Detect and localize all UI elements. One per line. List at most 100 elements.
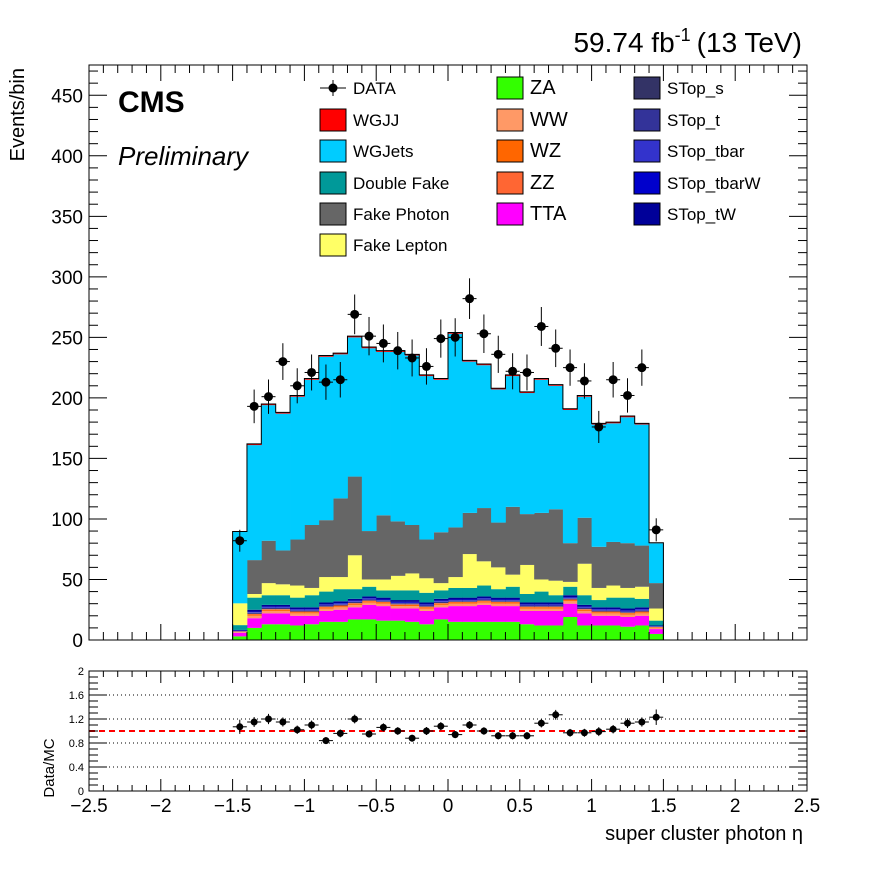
bar-stop_t-25 [591,610,607,611]
bar-stop_s-9 [361,600,377,601]
bar-za-19 [505,621,521,640]
x-tick-label-0: −2.5 [70,796,108,817]
bar-stop_tbar-11 [390,602,406,604]
bar-wgjets-0 [232,531,248,604]
bar-za-28 [634,625,650,640]
bar-stop_tw-3 [275,604,291,607]
bar-stop_tbarw-19 [505,599,521,601]
bar-fake-lepton-15 [448,577,463,588]
bar-stop_tw-1 [246,609,262,612]
bar-fake-lepton-11 [390,575,406,591]
legend-label: STop_tbar [667,142,745,161]
bar-fake-photon-14 [433,532,449,584]
bar-stop_t-28 [634,610,650,611]
y-tick-label-4: 200 [51,389,83,410]
bar-wgjets-1 [246,445,262,561]
bar-fake-photon-21 [534,512,549,580]
bar-stop_tbarw-20 [519,604,535,605]
bar-fake-photon-7 [333,498,348,578]
ratio-y-tick-label-1: 0.4 [69,762,84,774]
bar-stop_tbar-27 [620,610,636,612]
bar-stop_t-13 [419,605,435,607]
x-tick-label-6: 0.5 [507,796,533,817]
bar-stop_tbarw-23 [562,597,578,598]
data-point-27 [620,378,635,413]
y-tick-label-3: 150 [51,449,83,470]
bar-stop_tw-2 [261,604,277,607]
bar-zz-25 [591,611,607,613]
ratio-point-3 [275,717,290,727]
bar-stop_s-26 [605,610,621,612]
legend-entry-data: DATA [320,79,396,98]
bar-tta-5 [304,615,320,625]
legend-label: STop_tbarW [667,174,761,193]
bar-stop_tbar-4 [290,609,305,611]
data-point-6 [318,364,333,400]
legend-label: WZ [530,140,561,162]
bar-fake-photon-18 [491,522,506,568]
bar-wz-25 [591,612,607,614]
y-tick-label-8: 400 [51,147,83,168]
bar-za-24 [577,625,592,640]
bar-fake-lepton-7 [333,577,348,590]
bar-double-fake-2 [261,595,277,605]
bar-za-2 [261,624,277,640]
bar-fake-photon-22 [548,509,564,581]
bar-ww-10 [376,603,391,607]
bar-stop_tw-23 [562,595,578,598]
stack-outline [232,332,664,640]
bar-wz-8 [347,603,363,605]
legend-entry-ww: WW [496,108,568,132]
bar-wz-28 [634,612,650,614]
bar-ww-0 [232,632,248,633]
bar-fake-lepton-24 [577,563,592,596]
bar-fake-photon-24 [577,517,592,564]
bar-wz-23 [562,600,578,602]
ratio-point-23 [563,728,578,737]
bar-wz-7 [333,606,348,608]
bar-fake-lepton-3 [275,584,291,596]
bar-wgjj-8 [347,336,363,338]
bar-stop_tw-20 [519,602,535,605]
bar-zz-12 [404,604,420,605]
bar-double-fake-8 [347,589,363,599]
bar-ww-3 [275,610,291,614]
data-point-19 [505,353,520,390]
bar-zz-23 [562,599,578,601]
bar-za-20 [519,624,535,640]
y-tick-label-6: 300 [51,268,83,289]
bar-zz-11 [390,604,406,605]
bar-wgjj-3 [275,412,291,414]
main-plot-area: 0 50 100 150 200 250 300 350 400 450 [51,64,808,652]
bar-stop_tw-16 [462,597,478,600]
bar-tta-7 [333,609,348,622]
ratio-point-10 [376,723,391,732]
bar-zz-8 [347,603,363,604]
data-point-8 [347,294,362,335]
bar-stop_tw-24 [577,604,592,607]
legend-label: Double Fake [353,174,449,193]
ratio-point-13 [419,727,434,735]
data-point-10 [376,324,391,363]
x-tick-label-1: −2 [150,796,172,817]
bar-double-fake-17 [476,585,492,597]
bar-stop_tw-19 [505,597,521,600]
bar-double-fake-22 [548,595,564,603]
bar-fake-lepton-29 [649,608,664,621]
data-point-9 [362,316,377,356]
y-tick-label-5: 250 [51,328,83,349]
bar-stop_tbar-18 [491,600,506,601]
bar-wgjj-18 [491,388,506,390]
luminosity-label: 59.74 fb-1 (13 TeV) [573,25,802,58]
data-point-25 [591,410,606,444]
legend-swatch [496,108,524,132]
bar-fake-photon-1 [246,560,262,594]
bar-stop_t-9 [361,599,377,601]
legend-label: Fake Photon [353,205,449,224]
ratio-points [232,709,664,745]
bar-za-7 [333,621,348,640]
bar-wgjets-6 [318,356,334,521]
bar-ww-25 [591,613,607,616]
bar-za-5 [304,624,320,640]
data-point-15 [448,318,463,357]
